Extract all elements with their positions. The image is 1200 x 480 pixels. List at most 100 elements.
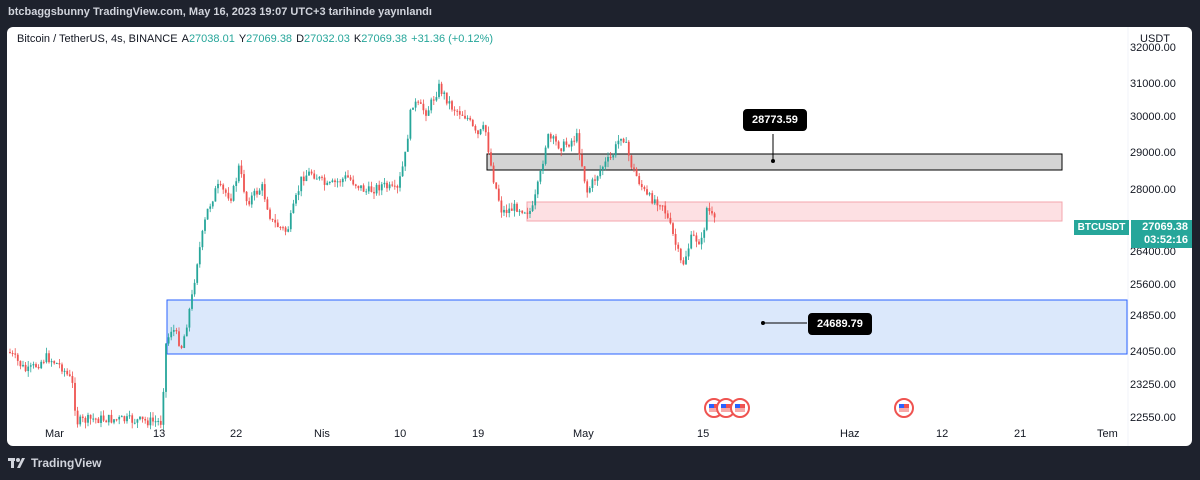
candle-body	[562, 141, 565, 152]
price-tick-label: 24050.00	[1130, 346, 1176, 358]
candle-body	[326, 182, 329, 185]
candle-body	[711, 211, 713, 214]
candle-body	[94, 418, 97, 420]
price-note-lower[interactable]: 24689.79	[808, 313, 872, 335]
close-label: K	[353, 33, 362, 45]
candle-body	[146, 420, 149, 426]
candle-body	[529, 211, 531, 214]
candle-body	[40, 361, 43, 369]
candle-body	[646, 189, 648, 195]
candle-body	[666, 213, 669, 218]
candle-body	[484, 125, 487, 133]
time-tick-label: 15	[697, 428, 710, 440]
candle-body	[68, 374, 71, 377]
candle-body	[74, 382, 76, 411]
candle-body	[705, 207, 708, 230]
tradingview-brand[interactable]: TradingView	[8, 456, 101, 470]
candle-body	[141, 416, 144, 419]
candle-body	[188, 308, 191, 328]
us-flag-icon	[894, 398, 914, 418]
candle-body	[617, 140, 620, 145]
candle-body	[253, 190, 256, 196]
price-tick-label: 22550.00	[1130, 412, 1176, 424]
candle-body	[227, 192, 230, 199]
candle-body	[339, 181, 342, 183]
candle-body	[417, 101, 420, 103]
candle-body	[9, 352, 11, 354]
candle-body	[412, 107, 414, 110]
us-flag-icon	[730, 398, 750, 418]
high-value: 27069.38	[246, 33, 293, 45]
candle-body	[471, 119, 474, 127]
candle-body	[55, 363, 58, 365]
candle-body	[596, 176, 599, 181]
candle-body	[648, 193, 651, 195]
candle-body	[414, 101, 417, 108]
symbol-title[interactable]: Bitcoin / TetherUS, 4s, BINANCE	[17, 33, 178, 45]
candle-body	[92, 418, 95, 420]
candle-body	[276, 222, 279, 228]
open-label: A	[181, 33, 189, 45]
candle-body	[295, 194, 297, 204]
candle-body	[599, 170, 602, 177]
bar-countdown: 03:52:16	[1143, 234, 1188, 246]
candle-body	[300, 176, 303, 192]
candle-body	[534, 194, 537, 206]
time-tick-label: Mar	[45, 428, 64, 440]
price-chart[interactable]	[7, 27, 1192, 446]
time-tick-label: Haz	[840, 428, 860, 440]
candle-body	[510, 208, 513, 211]
candle-body	[349, 177, 352, 180]
candle-body	[458, 111, 461, 115]
candle-body	[378, 184, 381, 191]
candle-body	[341, 178, 344, 183]
candle-body	[692, 234, 695, 236]
candle-body	[557, 141, 560, 149]
candle-body	[679, 248, 682, 261]
resistance-zone	[526, 201, 1063, 222]
candle-body	[42, 361, 45, 363]
candle-body	[352, 179, 355, 185]
candle-body	[14, 353, 17, 355]
candle-body	[604, 161, 607, 167]
demand-zone	[166, 299, 1128, 355]
candle-body	[601, 166, 604, 171]
candle-body	[274, 219, 277, 223]
candle-body	[219, 183, 222, 185]
candle-body	[653, 199, 656, 204]
time-tick-label: 10	[394, 428, 407, 440]
candle-body	[479, 129, 482, 135]
candle-body	[165, 343, 167, 392]
candle-body	[474, 126, 477, 131]
time-tick-label: Tem	[1097, 428, 1118, 440]
candle-body	[305, 175, 308, 182]
candle-body	[308, 171, 310, 176]
candle-body	[682, 260, 685, 265]
candle-body	[201, 230, 204, 248]
candle-body	[170, 331, 173, 338]
candle-body	[256, 190, 258, 195]
price-tick-label: 24850.00	[1130, 310, 1176, 322]
candle-body	[526, 212, 529, 214]
candle-body	[66, 370, 69, 375]
candle-body	[685, 256, 687, 265]
candle-body	[214, 188, 217, 202]
candle-body	[240, 165, 243, 175]
candle-body	[289, 213, 292, 230]
economic-events[interactable]	[704, 398, 914, 418]
chart-panel[interactable]: Bitcoin / TetherUS, 4s, BINANCE A27038.0…	[7, 27, 1192, 446]
candle-body	[118, 416, 121, 420]
candle-body	[172, 330, 175, 332]
high-label: Y	[238, 33, 247, 45]
candle-body	[373, 191, 375, 194]
candle-body	[625, 141, 628, 143]
price-note-upper[interactable]: 28773.59	[743, 109, 807, 131]
candle-body	[222, 184, 225, 190]
candle-body	[243, 174, 245, 192]
candle-body	[487, 132, 490, 153]
candle-body	[586, 181, 589, 193]
candle-body	[492, 165, 495, 183]
candle-body	[612, 155, 615, 158]
candle-body	[357, 185, 360, 189]
candle-body	[175, 330, 178, 332]
